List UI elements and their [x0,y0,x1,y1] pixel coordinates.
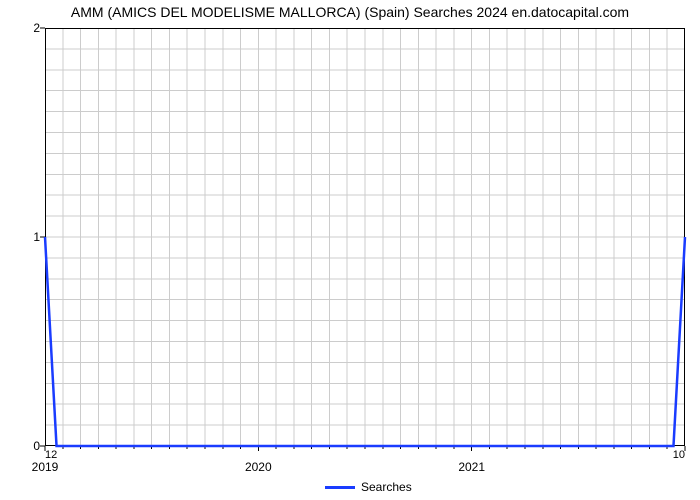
chart-plot-area: 1210 [45,28,685,446]
x-tick-label: 2021 [442,460,502,474]
y-tick-label: 0 [10,439,40,453]
chart-legend: Searches [325,480,412,494]
y-tick-label: 1 [10,230,40,244]
legend-label: Searches [361,480,412,494]
x-tick-label: 2020 [228,460,288,474]
svg-text:10: 10 [673,449,685,461]
x-tick-label: 2019 [15,460,75,474]
chart-container: AMM (AMICS DEL MODELISME MALLORCA) (Spai… [0,0,700,500]
legend-swatch [325,486,355,489]
y-tick-label: 2 [10,21,40,35]
chart-title: AMM (AMICS DEL MODELISME MALLORCA) (Spai… [0,4,700,20]
